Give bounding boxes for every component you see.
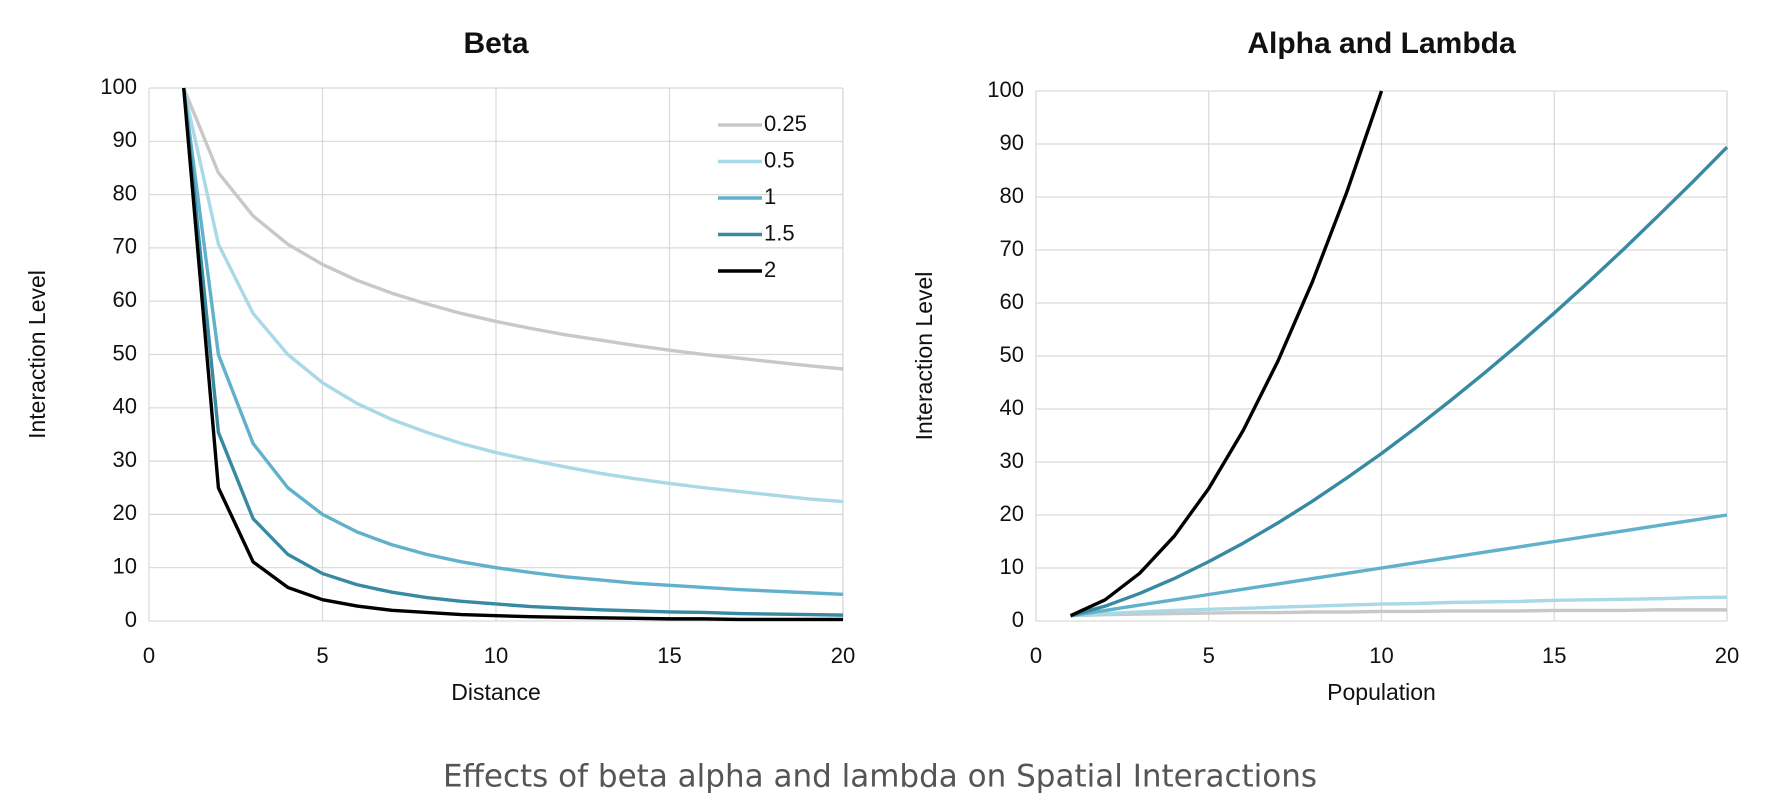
y-axis-label: Interaction Level [24,270,50,439]
x-tick-label: 20 [1715,643,1739,668]
x-tick-label: 10 [1369,643,1393,668]
series-line [1070,608,1727,618]
y-tick-label: 10 [1000,554,1024,579]
y-tick-label: 80 [113,180,137,205]
y-axis-label: Interaction Level [911,272,937,441]
legend-label: 0.25 [764,111,807,136]
y-tick-label: 80 [1000,183,1024,208]
series-line [182,87,844,597]
chart-title: Beta [463,27,528,60]
y-tick-label: 10 [113,554,137,579]
x-tick-label: 0 [143,643,155,668]
x-axis-label: Distance [451,679,540,705]
series-line [182,87,844,371]
y-tick-label: 40 [113,394,137,419]
legend-label: 0.5 [764,147,795,172]
y-tick-label: 70 [1000,236,1024,261]
x-tick-label: 10 [484,643,508,668]
x-tick-label: 5 [316,643,328,668]
y-tick-label: 100 [987,77,1024,102]
y-tick-label: 90 [113,127,137,152]
y-tick-label: 100 [100,74,137,99]
legend-label: 1.5 [764,220,795,245]
y-tick-label: 70 [113,234,137,259]
y-tick-label: 60 [113,287,137,312]
x-tick-label: 15 [657,643,681,668]
y-tick-label: 50 [113,340,137,365]
caption: Effects of beta alpha and lambda on Spat… [443,759,1317,795]
series-line [182,87,844,617]
y-tick-label: 90 [1000,130,1024,155]
y-tick-label: 30 [1000,448,1024,473]
chart-title: Alpha and Lambda [1247,27,1516,60]
series-line [1069,90,1384,618]
series-line [1070,595,1728,618]
y-tick-label: 0 [1012,607,1024,632]
y-tick-label: 0 [125,607,137,632]
y-tick-label: 50 [1000,342,1024,367]
y-tick-label: 40 [1000,395,1024,420]
x-tick-label: 5 [1203,643,1215,668]
series-line [1070,513,1728,618]
y-tick-label: 60 [1000,289,1024,314]
series-line [182,87,844,504]
x-tick-label: 0 [1030,643,1042,668]
series-line [1070,145,1729,618]
x-tick-label: 15 [1542,643,1566,668]
x-axis-label: Population [1327,679,1436,705]
legend-label: 2 [764,257,776,282]
y-tick-label: 30 [113,447,137,472]
legend-label: 1 [764,184,776,209]
series-line [182,87,843,622]
y-tick-label: 20 [1000,501,1024,526]
x-tick-label: 20 [831,643,855,668]
y-tick-label: 20 [113,500,137,525]
